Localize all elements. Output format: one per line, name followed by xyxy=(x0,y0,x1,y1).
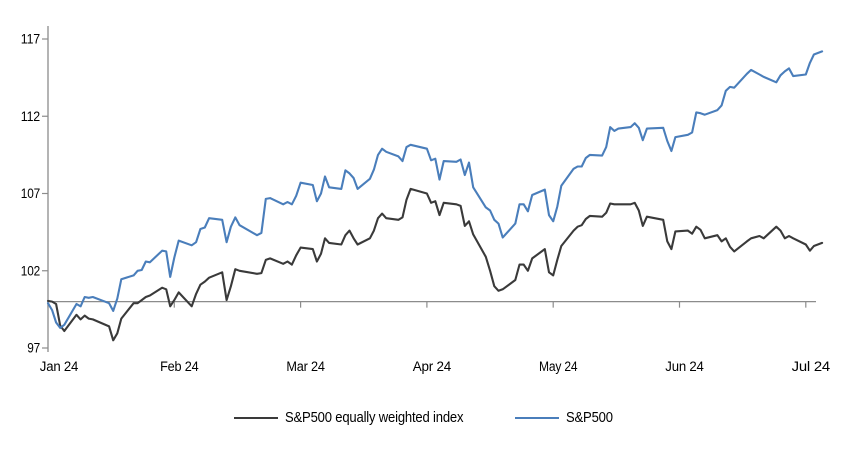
y-tick-label: 117 xyxy=(21,32,40,47)
series-line-0 xyxy=(46,187,824,342)
x-tick-label: Jun 24 xyxy=(665,359,704,374)
x-tick-label: Jan 24 xyxy=(40,359,79,374)
legend-item-sp500: S&P500 xyxy=(515,410,618,426)
x-tick-label: Feb 24 xyxy=(160,359,199,374)
y-tick-label: 112 xyxy=(21,109,40,124)
legend-item-equal-weight: S&P500 equally weighted index xyxy=(233,410,483,426)
legend-label-sp500: S&P500 xyxy=(566,410,613,426)
legend-label-equal-weight: S&P500 equally weighted index xyxy=(284,410,464,426)
x-tick-label: Mar 24 xyxy=(286,359,325,374)
y-tick-label: 107 xyxy=(21,186,40,201)
chart-legend: S&P500 equally weighted index S&P500 xyxy=(0,410,852,426)
x-tick-label: May 24 xyxy=(539,359,578,374)
x-tick-label: Apr 24 xyxy=(413,359,452,374)
legend-line-sample-dark xyxy=(233,417,278,419)
y-tick-label: 97 xyxy=(27,341,40,356)
legend-line-sample-blue xyxy=(515,417,560,419)
y-tick-label: 102 xyxy=(21,263,40,278)
x-tick-label: Jul 24 xyxy=(792,359,831,374)
series-line-1 xyxy=(46,50,824,329)
